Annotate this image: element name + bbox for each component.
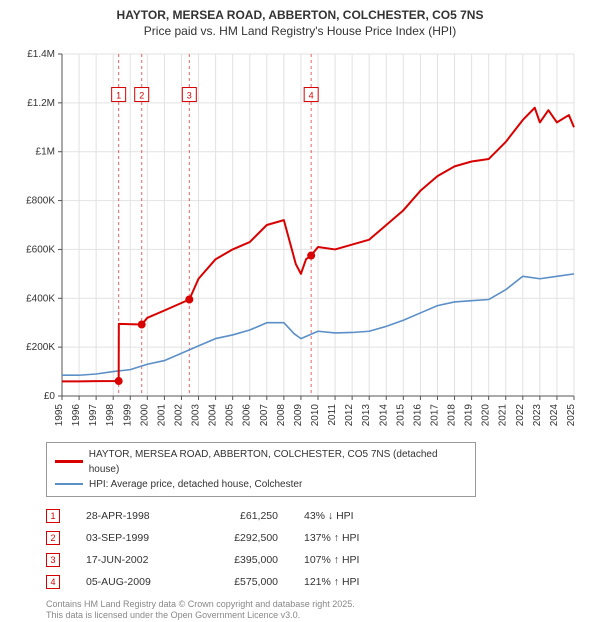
event-pct: 137% ↑ HPI <box>304 532 394 544</box>
event-date: 28-APR-1998 <box>86 510 172 522</box>
line-chart-svg: £0 £200K £400K £600K £800K £1M £1.2M £1.4M 1995 1… <box>18 44 578 434</box>
svg-text:2011: 2011 <box>327 403 338 425</box>
footer-line-2: This data is licensed under the Open Gov… <box>46 610 594 622</box>
svg-text:£600K: £600K <box>26 244 55 255</box>
svg-text:2012: 2012 <box>344 403 355 426</box>
svg-text:2003: 2003 <box>191 403 202 426</box>
svg-text:2018: 2018 <box>447 403 458 426</box>
chart-title-2: Price paid vs. HM Land Registry's House … <box>6 24 594 38</box>
svg-text:2022: 2022 <box>515 403 526 426</box>
event-marker: 3 <box>46 553 60 567</box>
svg-text:2007: 2007 <box>259 403 270 426</box>
svg-text:1998: 1998 <box>105 403 116 426</box>
svg-text:2021: 2021 <box>498 403 509 426</box>
legend-label-hpi: HPI: Average price, detached house, Colc… <box>89 477 302 492</box>
event-price: £61,250 <box>198 510 278 522</box>
svg-text:2010: 2010 <box>310 403 321 426</box>
svg-text:1999: 1999 <box>122 403 133 426</box>
event-row: 3 17-JUN-2002 £395,000 107% ↑ HPI <box>46 549 594 571</box>
svg-text:£800K: £800K <box>26 195 55 206</box>
event-price: £395,000 <box>198 554 278 566</box>
event-marker: 1 <box>46 509 60 523</box>
event-row: 2 03-SEP-1999 £292,500 137% ↑ HPI <box>46 527 594 549</box>
svg-text:2019: 2019 <box>464 403 475 426</box>
svg-text:1996: 1996 <box>71 403 82 426</box>
svg-text:2024: 2024 <box>549 403 560 426</box>
svg-text:2023: 2023 <box>532 403 543 426</box>
svg-text:2000: 2000 <box>139 403 150 426</box>
legend-swatch-hpi <box>55 483 83 485</box>
svg-text:2005: 2005 <box>225 403 236 426</box>
legend-row-hpi: HPI: Average price, detached house, Colc… <box>55 477 467 492</box>
footer-line-1: Contains HM Land Registry data © Crown c… <box>46 599 594 611</box>
svg-text:2013: 2013 <box>361 403 372 426</box>
svg-text:1997: 1997 <box>88 403 99 426</box>
svg-text:2020: 2020 <box>481 403 492 426</box>
event-row: 4 05-AUG-2009 £575,000 121% ↑ HPI <box>46 571 594 593</box>
svg-text:2006: 2006 <box>242 403 253 426</box>
legend-label-property: HAYTOR, MERSEA ROAD, ABBERTON, COLCHESTE… <box>89 447 467 477</box>
svg-text:2016: 2016 <box>412 403 423 426</box>
event-price: £292,500 <box>198 532 278 544</box>
event-list: 1 28-APR-1998 £61,250 43% ↓ HPI 2 03-SEP-1999… <box>46 505 594 593</box>
svg-text:2025: 2025 <box>566 403 577 426</box>
event-date: 17-JUN-2002 <box>86 554 172 566</box>
svg-text:2009: 2009 <box>293 403 304 426</box>
svg-text:2002: 2002 <box>173 403 184 426</box>
svg-text:£400K: £400K <box>26 293 55 304</box>
event-date: 03-SEP-1999 <box>86 532 172 544</box>
event-row: 1 28-APR-1998 £61,250 43% ↓ HPI <box>46 505 594 527</box>
footer: Contains HM Land Registry data © Crown c… <box>46 599 594 622</box>
svg-text:1995: 1995 <box>54 403 65 426</box>
chart-title-1: HAYTOR, MERSEA ROAD, ABBERTON, COLCHESTE… <box>6 8 594 24</box>
svg-text:£200K: £200K <box>26 342 55 353</box>
svg-text:2001: 2001 <box>156 403 167 426</box>
event-pct: 121% ↑ HPI <box>304 576 394 588</box>
chart: £0 £200K £400K £600K £800K £1M £1.2M £1.4M 1995 1… <box>18 44 578 434</box>
svg-text:2004: 2004 <box>208 403 219 426</box>
event-pct: 43% ↓ HPI <box>304 510 394 522</box>
event-date: 05-AUG-2009 <box>86 576 172 588</box>
svg-text:2017: 2017 <box>429 403 440 426</box>
svg-text:£1M: £1M <box>36 146 55 157</box>
event-price: £575,000 <box>198 576 278 588</box>
svg-text:£1.4M: £1.4M <box>27 49 55 60</box>
event-pct: 107% ↑ HPI <box>304 554 394 566</box>
svg-text:2014: 2014 <box>378 403 389 426</box>
svg-text:2015: 2015 <box>395 403 406 426</box>
event-marker: 4 <box>46 575 60 589</box>
svg-text:2: 2 <box>139 90 144 100</box>
legend: HAYTOR, MERSEA ROAD, ABBERTON, COLCHESTE… <box>46 442 476 497</box>
svg-text:3: 3 <box>187 90 192 100</box>
event-marker: 2 <box>46 531 60 545</box>
svg-text:1: 1 <box>116 90 121 100</box>
svg-text:4: 4 <box>309 90 314 100</box>
svg-text:£1.2M: £1.2M <box>27 97 55 108</box>
legend-row-property: HAYTOR, MERSEA ROAD, ABBERTON, COLCHESTE… <box>55 447 467 477</box>
svg-text:2008: 2008 <box>276 403 287 426</box>
svg-text:£0: £0 <box>44 391 56 402</box>
legend-swatch-property <box>55 460 83 463</box>
